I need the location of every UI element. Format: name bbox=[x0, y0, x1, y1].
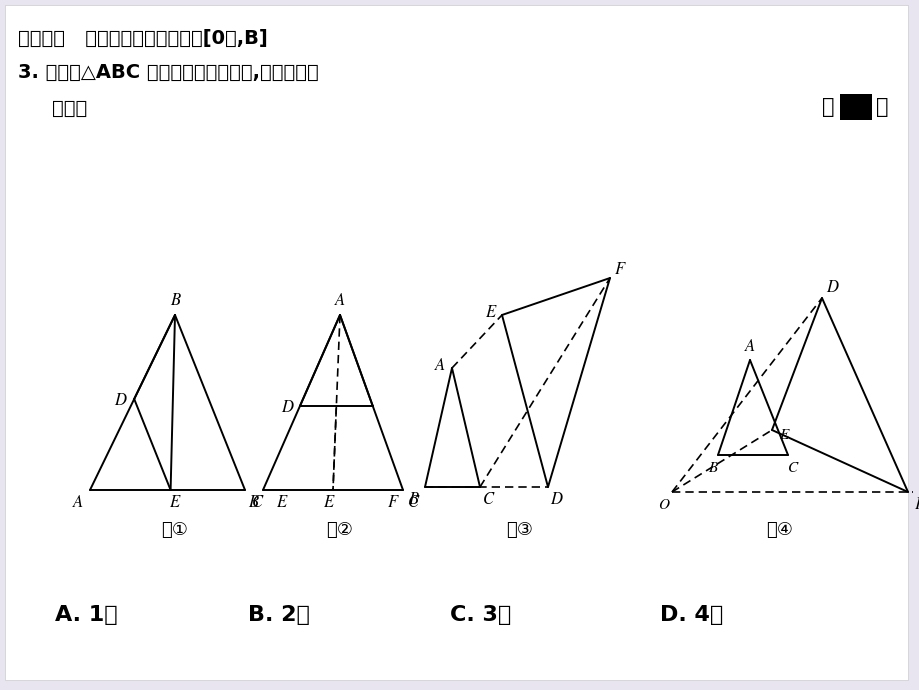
Text: B: B bbox=[170, 293, 180, 309]
Text: D: D bbox=[550, 491, 562, 509]
Text: 图①: 图① bbox=[162, 521, 188, 539]
Text: C: C bbox=[482, 491, 493, 509]
Text: 个数有: 个数有 bbox=[52, 99, 87, 117]
Text: 图②: 图② bbox=[326, 521, 353, 539]
Text: C. 3个: C. 3个 bbox=[449, 605, 511, 625]
Text: 图③: 图③ bbox=[506, 521, 533, 539]
Bar bbox=[839, 94, 871, 120]
Text: 知识点二   位似图形的性质和画法[0次,B]: 知识点二 位似图形的性质和画法[0次,B] bbox=[18, 28, 267, 48]
Text: B: B bbox=[247, 495, 258, 511]
Text: E: E bbox=[276, 495, 286, 511]
Text: C: C bbox=[407, 495, 418, 511]
Text: A: A bbox=[744, 339, 754, 355]
Text: B: B bbox=[407, 491, 417, 509]
Text: B: B bbox=[708, 461, 717, 475]
Text: ）: ） bbox=[875, 97, 888, 117]
Text: C: C bbox=[251, 495, 262, 511]
Text: O: O bbox=[658, 498, 669, 512]
Text: A: A bbox=[73, 495, 83, 511]
Text: E: E bbox=[168, 495, 178, 511]
Text: （: （ bbox=[821, 97, 834, 117]
Text: D. 4个: D. 4个 bbox=[659, 605, 722, 625]
Text: E: E bbox=[778, 428, 788, 442]
Text: F: F bbox=[913, 497, 919, 513]
Text: 3. 下列是△ABC 位似图形的几种画法,其中正确的: 3. 下列是△ABC 位似图形的几种画法,其中正确的 bbox=[18, 63, 318, 81]
Text: A. 1个: A. 1个 bbox=[55, 605, 118, 625]
Text: D: D bbox=[825, 279, 837, 297]
FancyBboxPatch shape bbox=[5, 5, 907, 680]
Text: C: C bbox=[787, 461, 797, 475]
Text: B. 2个: B. 2个 bbox=[248, 605, 310, 625]
Text: A: A bbox=[335, 293, 345, 309]
Text: A: A bbox=[435, 357, 445, 375]
Text: F: F bbox=[614, 262, 624, 278]
Text: F: F bbox=[388, 495, 398, 511]
Text: E: E bbox=[484, 304, 494, 322]
Text: 图④: 图④ bbox=[766, 521, 792, 539]
Text: E: E bbox=[323, 495, 333, 511]
Text: D: D bbox=[114, 393, 126, 409]
Text: D: D bbox=[280, 400, 292, 416]
